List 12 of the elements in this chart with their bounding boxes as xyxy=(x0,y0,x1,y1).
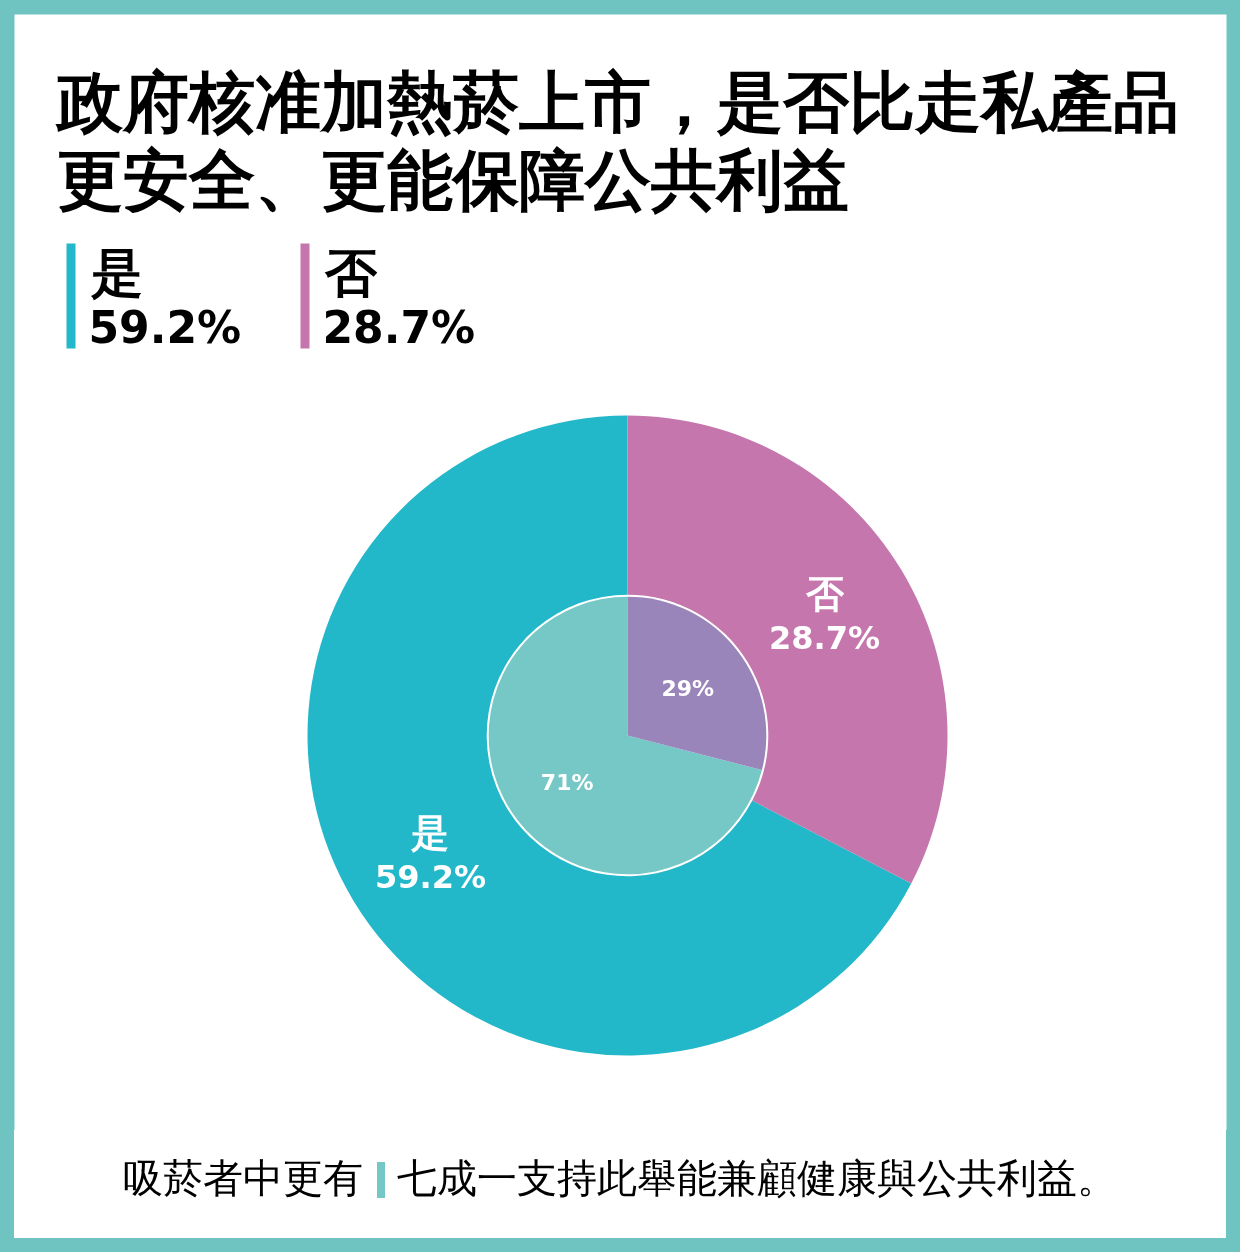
data-label: 28.7% xyxy=(769,619,881,658)
text: 59.2% xyxy=(374,857,486,896)
data-label: 59.2% xyxy=(88,302,242,353)
chart-title: 政府核准加熱菸上市，是否比走私產品更安全、更能保障公共利益 xyxy=(54,64,1179,219)
legend-label: 是 xyxy=(89,242,143,303)
text: 28.7% xyxy=(322,302,476,353)
slice-label: 是 xyxy=(410,810,450,855)
data-label: 71% xyxy=(540,769,594,795)
legend-label: 否 xyxy=(323,242,378,303)
text: 吸菸者中更有 七成一支持此舉能兼顧健康與公共利益。 xyxy=(123,1155,1117,1201)
data-label: 29% xyxy=(661,676,715,702)
slice-label: 否 xyxy=(804,572,845,617)
